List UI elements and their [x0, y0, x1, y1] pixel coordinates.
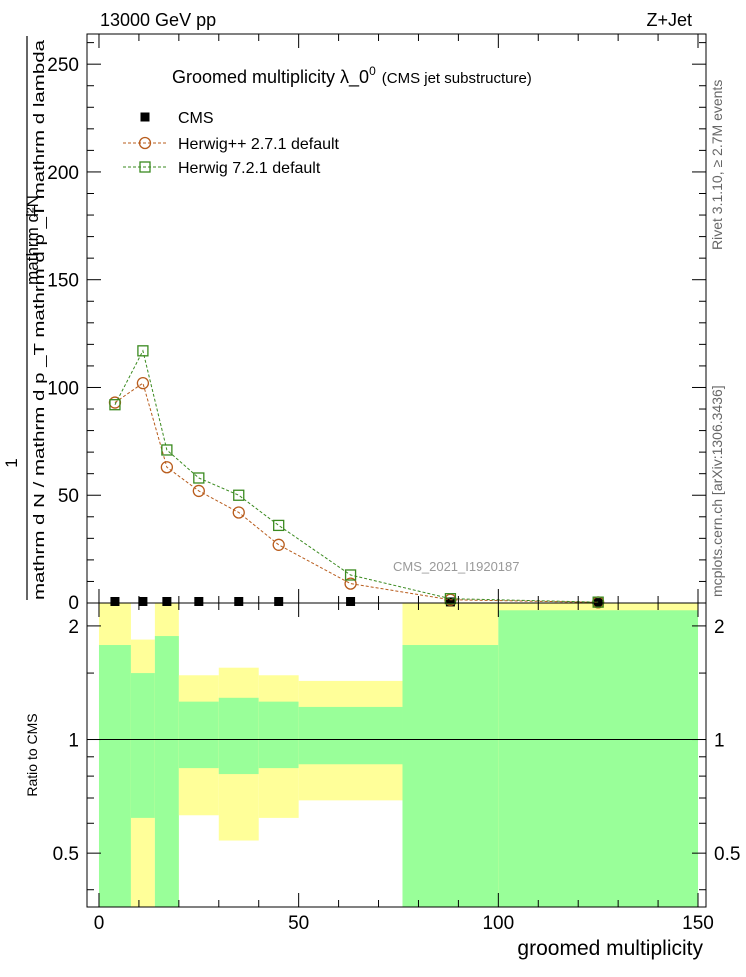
chart-title: Groomed multiplicity λ_00 (CMS jet substr… — [172, 64, 532, 88]
header-left: 13000 GeV pp — [100, 10, 216, 30]
ratio-band-green — [402, 645, 499, 907]
ratio-band-green — [498, 610, 699, 907]
y-tick-label: 200 — [47, 163, 79, 184]
data-point-series-2 — [193, 472, 205, 484]
ratio-band-green — [218, 697, 259, 775]
data-point-series-1 — [232, 506, 245, 519]
data-point-series-2 — [233, 489, 245, 501]
chart-title-sup: 0 — [369, 64, 376, 78]
data-point-series-0 — [346, 596, 356, 606]
data-point-series-0 — [445, 597, 455, 607]
legend: CMS Herwig++ 2.7.1 default Herwig 7.2.1 de… — [123, 110, 340, 177]
ratio-band-green — [178, 701, 219, 769]
ratio-tick-label-left: 2 — [68, 617, 79, 638]
legend-label-1: Herwig++ 2.7.1 default — [178, 136, 340, 153]
data-point-series-1 — [192, 484, 205, 498]
ratio-band-green — [98, 645, 131, 907]
legend-marker-2 — [139, 161, 151, 173]
ratio-tick-label-left: 1 — [68, 731, 79, 752]
data-point-series-0 — [162, 596, 172, 606]
ratio-band-green — [298, 706, 403, 765]
legend-marker-1 — [138, 136, 152, 150]
y-tick-label: 100 — [47, 378, 79, 399]
legend-marker-0 — [140, 112, 150, 122]
data-point-series-0 — [234, 596, 244, 606]
main-frame — [86, 33, 707, 604]
data-point-series-1 — [136, 377, 150, 390]
watermark: CMS_2021_I1920187 — [393, 559, 520, 574]
main-axes: 50 100 150 200 250 0 — [47, 33, 707, 614]
y-label-prefix: 1 — [2, 458, 21, 467]
data-point-series-0 — [110, 596, 120, 606]
ratio-tick-label-left: 0.5 — [53, 844, 79, 865]
legend-label-2: Herwig 7.2.1 default — [178, 160, 321, 177]
data-point-series-2 — [592, 596, 604, 608]
ratio-tick-label-right: 0.5 — [714, 844, 740, 865]
chart-title-suffix: (CMS jet substructure) — [382, 70, 532, 87]
data-point-series-2 — [444, 593, 457, 605]
data-point-series-2 — [109, 399, 121, 411]
legend-label-0: CMS — [178, 110, 214, 127]
data-point-series-0 — [274, 596, 284, 606]
data-point-series-2 — [161, 444, 173, 456]
ratio-band-green — [130, 673, 155, 818]
data-point-series-2 — [137, 345, 149, 357]
ratio-band-green — [258, 701, 299, 769]
data-point-series-2 — [273, 519, 285, 532]
x-tick-label: 100 — [482, 913, 514, 934]
ratio-tick-label-right: 2 — [714, 617, 725, 638]
data-point-series-1 — [160, 461, 174, 474]
ratio-band-green — [154, 636, 179, 907]
y-tick-label: 150 — [47, 271, 79, 292]
x-axis-label: groomed multiplicity — [517, 937, 703, 960]
x-tick-label: 150 — [682, 913, 714, 934]
data-point-series-0 — [138, 596, 148, 606]
rivet-label: Rivet 3.1.10, ≥ 2.7M events — [709, 80, 725, 250]
mcplots-label: mcplots.cern.ch [arXiv:1306.3436] — [709, 385, 725, 597]
chart-title-main: Groomed multiplicity λ_0 — [172, 67, 369, 88]
x-tick-label: 50 — [288, 913, 309, 934]
y-tick-label-zero: 0 — [68, 593, 79, 614]
main-series — [108, 345, 605, 609]
x-tick-label: 0 — [94, 913, 105, 934]
ratio-bands — [98, 603, 699, 907]
y-label-denominator: mathrm d N / mathrm d p _T mathrm d p _T… — [31, 39, 48, 600]
series-line-2 — [114, 349, 599, 603]
data-point-series-2 — [344, 569, 357, 581]
y-tick-label: 250 — [47, 55, 79, 76]
data-point-series-0 — [194, 596, 204, 606]
data-point-series-1 — [272, 538, 285, 551]
ratio-y-label: Ratio to CMS — [24, 713, 40, 796]
ratio-tick-label-right: 1 — [714, 731, 725, 752]
header-right: Z+Jet — [646, 10, 692, 30]
series-line-1 — [114, 382, 599, 603]
y-tick-label: 50 — [58, 486, 79, 507]
data-point-series-1 — [344, 577, 357, 590]
y-label-numerator: mathrm d²N — [23, 195, 42, 285]
